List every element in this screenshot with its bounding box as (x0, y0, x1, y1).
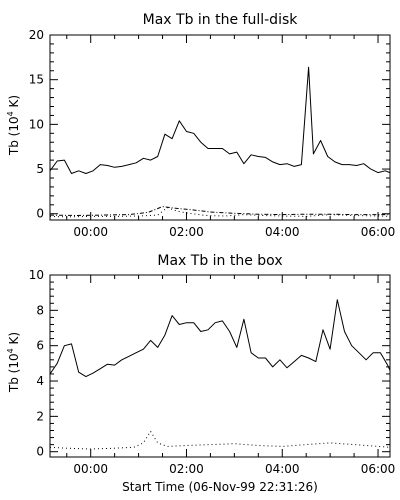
y-tick-label: 20 (29, 28, 44, 42)
plot-area: 00:00 02:00 04:00 06:00 0 5 10 15 20 (29, 28, 396, 239)
panel-title: Max Tb in the full-disk (143, 12, 299, 28)
plot-area: 00:00 02:00 04:00 06:00 0 2 4 6 8 10 (29, 268, 396, 476)
y-tick-label: 0 (36, 445, 44, 459)
series-line-solid (49, 66, 391, 174)
y-label-exponent: 4 (6, 348, 15, 353)
y-tick-label: 15 (29, 73, 44, 87)
y-tick-label: 2 (36, 409, 44, 423)
panel-title: Max Tb in the box (157, 253, 282, 269)
series-layer (49, 299, 391, 450)
panel-box: Max Tb in the box Tb (104 K) 00:00 02:00 0… (6, 253, 395, 494)
y-label-exponent: 4 (6, 111, 15, 116)
y-label-unit: K) (7, 332, 21, 348)
y-tick-label: 10 (29, 117, 44, 131)
y-axis-label: Tb (104 K) (6, 95, 21, 156)
x-axis-label: Start Time (06-Nov-99 22:31:26) (122, 480, 318, 494)
x-tick-label: 02:00 (169, 462, 204, 476)
plot-frame (49, 274, 391, 458)
x-tick-label: 04:00 (265, 225, 300, 239)
y-tick-label: 0 (36, 207, 44, 221)
series-line-dashdot (49, 206, 390, 216)
y-label-unit: K) (7, 95, 21, 111)
series-line-dotted (49, 207, 391, 218)
series-line-dotted (49, 430, 391, 450)
x-tick-label: 00:00 (73, 225, 108, 239)
x-tick-label: 04:00 (265, 462, 300, 476)
panel-full-disk: Max Tb in the full-disk Tb (104 K) 00:00… (6, 12, 395, 239)
y-tick-label: 8 (36, 303, 44, 317)
series-line-solid (49, 299, 391, 378)
x-tick-label: 06:00 (361, 225, 396, 239)
y-tick-label: 4 (36, 374, 44, 388)
y-tick-label: 6 (36, 339, 44, 353)
y-label-base: Tb (10 (7, 116, 21, 156)
x-tick-label: 02:00 (169, 225, 204, 239)
y-tick-label: 10 (29, 268, 44, 282)
y-tick-label: 5 (36, 162, 44, 176)
y-axis-label: Tb (104 K) (6, 332, 21, 393)
ticks-layer: 00:00 02:00 04:00 06:00 0 5 10 15 20 (29, 28, 396, 239)
x-tick-label: 06:00 (361, 462, 396, 476)
plot-frame (49, 34, 391, 221)
x-tick-label: 00:00 (73, 462, 108, 476)
ticks-layer: 00:00 02:00 04:00 06:00 0 2 4 6 8 10 (29, 268, 396, 476)
y-label-base: Tb (10 (7, 353, 21, 393)
series-layer (49, 66, 391, 218)
